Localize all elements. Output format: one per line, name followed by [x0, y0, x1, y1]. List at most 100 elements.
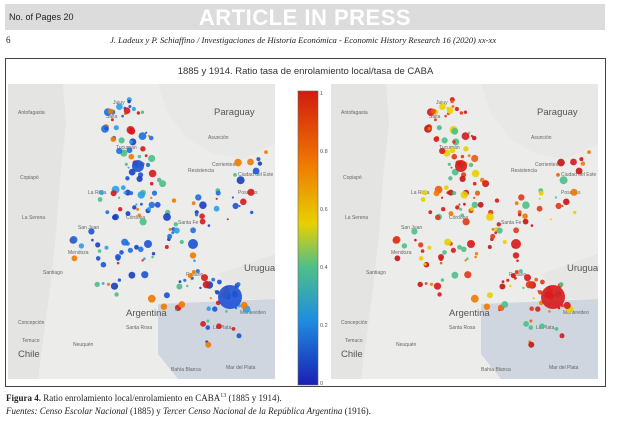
map-dot	[439, 147, 446, 155]
figure-title: 1885 y 1914. Ratio tasa de enrolamiento …	[177, 66, 434, 77]
map-dot	[563, 301, 571, 310]
map-dot	[556, 173, 560, 177]
map-dot	[199, 201, 207, 209]
map-dot	[257, 161, 263, 166]
map-dot	[97, 249, 102, 253]
map-dot	[459, 207, 463, 211]
map-dot	[496, 227, 503, 234]
map-dot	[458, 203, 461, 206]
label-jujuy: Jujuy	[436, 100, 448, 106]
map-dot	[125, 176, 130, 181]
map-dot	[125, 211, 131, 217]
label-chile: Chile	[18, 349, 40, 360]
label-cordoba: Córdoba	[126, 215, 145, 221]
map-dot	[433, 136, 440, 142]
map-dot	[247, 188, 255, 196]
label-asuncion: Asunción	[531, 135, 552, 141]
map-dot	[124, 189, 131, 196]
map-dot	[134, 244, 139, 250]
label-salta: Salta	[429, 114, 441, 120]
map-dot	[451, 168, 459, 176]
map-dot	[494, 231, 498, 235]
map-dot	[494, 198, 500, 203]
map-dot	[441, 137, 448, 144]
map-dot	[441, 207, 446, 212]
map-dot	[448, 176, 453, 181]
map-dot	[536, 205, 543, 212]
label-ciudad-del-este: Ciudad del Este	[561, 172, 597, 178]
map-dot	[137, 191, 145, 199]
map-dot	[490, 233, 496, 239]
map-dot	[104, 245, 109, 250]
map-dot	[529, 306, 534, 311]
map-dot	[128, 153, 135, 160]
map-dot	[116, 261, 120, 265]
map-dot	[147, 134, 150, 138]
map-dot-large	[144, 240, 152, 248]
map-dot	[460, 213, 464, 218]
map-dot	[474, 190, 481, 196]
map-dot	[522, 213, 528, 219]
map-dot	[199, 213, 205, 219]
map-dot	[471, 135, 477, 141]
map-dot	[202, 280, 211, 289]
map-dot	[509, 284, 512, 288]
map-dot	[514, 201, 519, 206]
map-dot	[163, 213, 171, 221]
map-dot	[417, 281, 423, 288]
map-dot	[187, 273, 193, 279]
map-dot	[436, 125, 442, 131]
label-rosario: Rosario	[509, 272, 526, 278]
colorbar-tick-label: 0.8	[320, 149, 328, 155]
map-dot	[231, 196, 234, 199]
map-dot	[448, 211, 454, 217]
map-dot	[137, 154, 142, 159]
map-dot	[418, 242, 424, 248]
map-dot	[135, 203, 138, 206]
map-dot	[95, 242, 101, 248]
figure-sources: Fuentes: Censo Escolar Nacional (1885) y…	[6, 406, 371, 416]
map-dot	[499, 283, 506, 290]
map-dot	[215, 290, 220, 295]
map-dot-large	[541, 285, 565, 309]
map-dot	[154, 201, 161, 208]
map-dot	[123, 191, 127, 195]
map-dot	[525, 280, 534, 289]
map-dot	[534, 277, 539, 282]
caption-label: Figura 4.	[6, 393, 41, 403]
map-dot	[548, 310, 551, 313]
map-dot	[468, 131, 471, 134]
map-dot	[163, 292, 170, 299]
map-dot	[149, 181, 154, 186]
map-dot	[206, 319, 210, 323]
map-dot	[160, 303, 168, 310]
label-corrientes: Corrientes	[535, 162, 559, 168]
map-dot	[128, 105, 132, 108]
map-dot	[452, 140, 456, 144]
map-1914: Paraguay Asunción Uruguay Argentina Chil…	[331, 84, 598, 379]
map-dot	[440, 278, 445, 282]
map-dot	[250, 210, 254, 215]
map-dot	[524, 274, 531, 282]
sources-label: Fuentes:	[6, 406, 40, 416]
caption-footnote: 13	[220, 393, 227, 399]
label-santa-fe: Santa Fe	[501, 220, 522, 226]
colorbar-gradient	[297, 90, 319, 386]
map-dot	[459, 175, 466, 182]
map-dot	[113, 125, 119, 131]
label-la-rioja: La Rioja	[88, 190, 107, 196]
map-dot	[429, 282, 434, 286]
caption-years: (1885 y 1914).	[226, 393, 282, 403]
map-dot-large	[188, 239, 198, 249]
map-dot	[491, 227, 495, 231]
map-dot	[104, 126, 108, 131]
map-dot	[528, 325, 534, 330]
label-antofagasta: Antofagasta	[341, 110, 368, 116]
map-dot	[193, 259, 196, 262]
label-resistencia: Resistencia	[511, 168, 537, 174]
map-1885: Paraguay Asunción Uruguay Argentina Chil…	[8, 84, 275, 379]
map-dot	[433, 118, 437, 122]
label-temuco: Temuco	[22, 338, 40, 344]
map-dot	[141, 259, 144, 262]
map-dot	[131, 106, 136, 112]
